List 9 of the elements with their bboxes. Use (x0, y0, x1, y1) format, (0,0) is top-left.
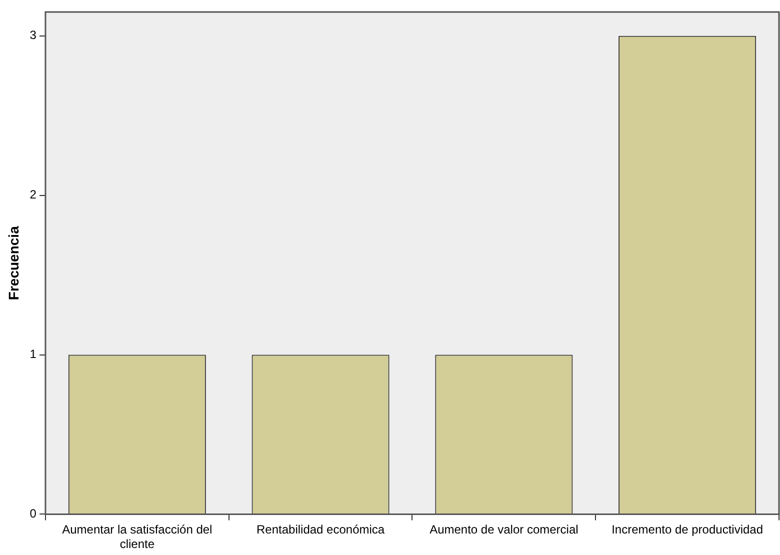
x-tick-label: Incremento de productividad (612, 522, 764, 537)
y-axis-title: Frecuencia (5, 226, 22, 300)
x-tick-label: Aumentar la satisfacción del cliente (62, 522, 212, 552)
x-tick-label: Aumento de valor comercial (430, 522, 578, 537)
y-tick-label: 1 (30, 347, 37, 362)
y-tick-label: 0 (30, 506, 37, 521)
y-tick-label: 3 (30, 28, 37, 42)
y-tick-label: 2 (30, 188, 37, 202)
x-tick-label: Rentabilidad económica (256, 522, 385, 537)
